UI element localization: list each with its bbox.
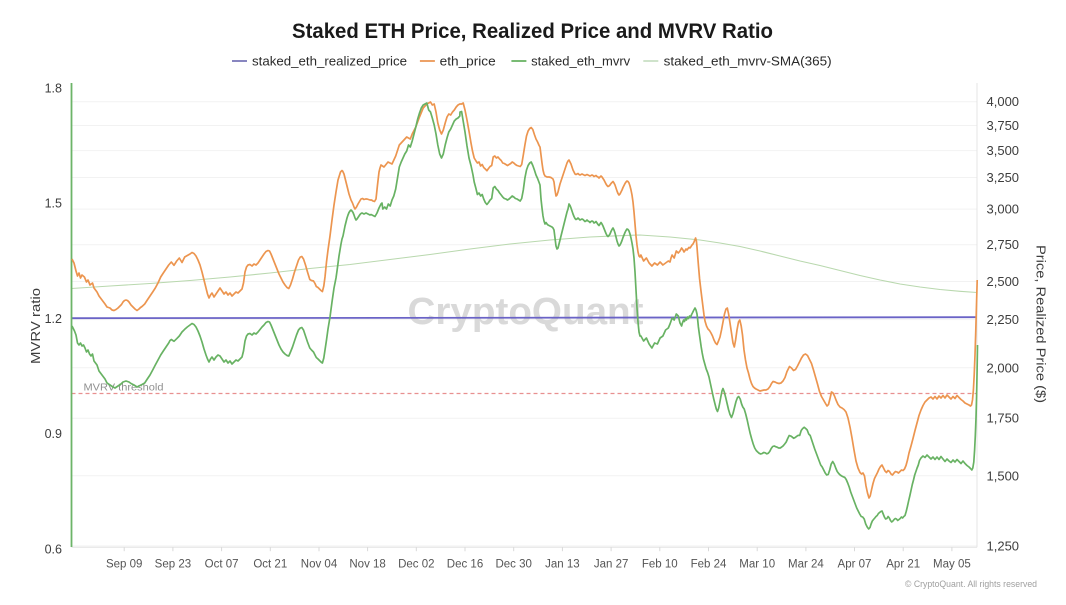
svg-text:© CryptoQuant. All rights rese: © CryptoQuant. All rights reserved xyxy=(905,579,1037,590)
svg-text:3,750: 3,750 xyxy=(987,118,1020,133)
svg-text:1,250: 1,250 xyxy=(987,539,1020,554)
svg-text:Jan 27: Jan 27 xyxy=(594,559,629,571)
svg-text:Staked ETH Price, Realized Pri: Staked ETH Price, Realized Price and MVR… xyxy=(292,19,773,43)
svg-text:CryptoQuant: CryptoQuant xyxy=(408,291,644,333)
svg-text:4,000: 4,000 xyxy=(987,94,1020,109)
svg-text:Sep 23: Sep 23 xyxy=(155,559,191,571)
svg-text:Feb 10: Feb 10 xyxy=(642,559,678,571)
svg-text:MVRV ratio: MVRV ratio xyxy=(28,288,43,364)
svg-text:staked_eth_mvrv-SMA(365): staked_eth_mvrv-SMA(365) xyxy=(664,54,832,68)
svg-text:3,000: 3,000 xyxy=(987,202,1020,217)
svg-text:May 05: May 05 xyxy=(933,559,971,571)
svg-text:Price, Realized Price ($): Price, Realized Price ($) xyxy=(1034,245,1049,403)
svg-text:Apr 07: Apr 07 xyxy=(838,559,872,571)
svg-text:1,500: 1,500 xyxy=(987,468,1020,483)
svg-text:staked_eth_realized_price: staked_eth_realized_price xyxy=(252,54,407,68)
svg-text:staked_eth_mvrv: staked_eth_mvrv xyxy=(531,54,631,68)
svg-text:Feb 24: Feb 24 xyxy=(691,559,727,571)
svg-text:2,000: 2,000 xyxy=(987,360,1020,375)
svg-text:Dec 16: Dec 16 xyxy=(447,559,483,571)
svg-text:Dec 30: Dec 30 xyxy=(495,559,531,571)
svg-text:Nov 04: Nov 04 xyxy=(301,559,338,571)
svg-text:2,750: 2,750 xyxy=(987,237,1020,252)
svg-text:1.2: 1.2 xyxy=(45,312,62,326)
svg-text:1.8: 1.8 xyxy=(45,82,62,96)
svg-text:eth_price: eth_price xyxy=(440,54,496,68)
svg-text:Oct 21: Oct 21 xyxy=(253,559,287,571)
svg-text:0.6: 0.6 xyxy=(45,542,62,556)
svg-text:1.5: 1.5 xyxy=(45,197,62,211)
svg-text:3,250: 3,250 xyxy=(987,170,1020,185)
svg-text:Jan 13: Jan 13 xyxy=(545,559,580,571)
svg-text:MVRV threshold: MVRV threshold xyxy=(84,382,164,394)
svg-text:3,500: 3,500 xyxy=(987,143,1020,158)
svg-text:Mar 10: Mar 10 xyxy=(739,559,775,571)
svg-text:1,750: 1,750 xyxy=(987,411,1020,426)
svg-text:Nov 18: Nov 18 xyxy=(349,559,385,571)
svg-text:2,500: 2,500 xyxy=(987,274,1020,289)
svg-text:2,250: 2,250 xyxy=(987,312,1020,327)
svg-text:0.9: 0.9 xyxy=(45,427,62,441)
svg-text:Dec 02: Dec 02 xyxy=(398,559,434,571)
svg-text:Mar 24: Mar 24 xyxy=(788,559,824,571)
svg-text:Oct 07: Oct 07 xyxy=(205,559,239,571)
svg-text:Sep 09: Sep 09 xyxy=(106,559,142,571)
svg-text:Apr 21: Apr 21 xyxy=(886,559,920,571)
